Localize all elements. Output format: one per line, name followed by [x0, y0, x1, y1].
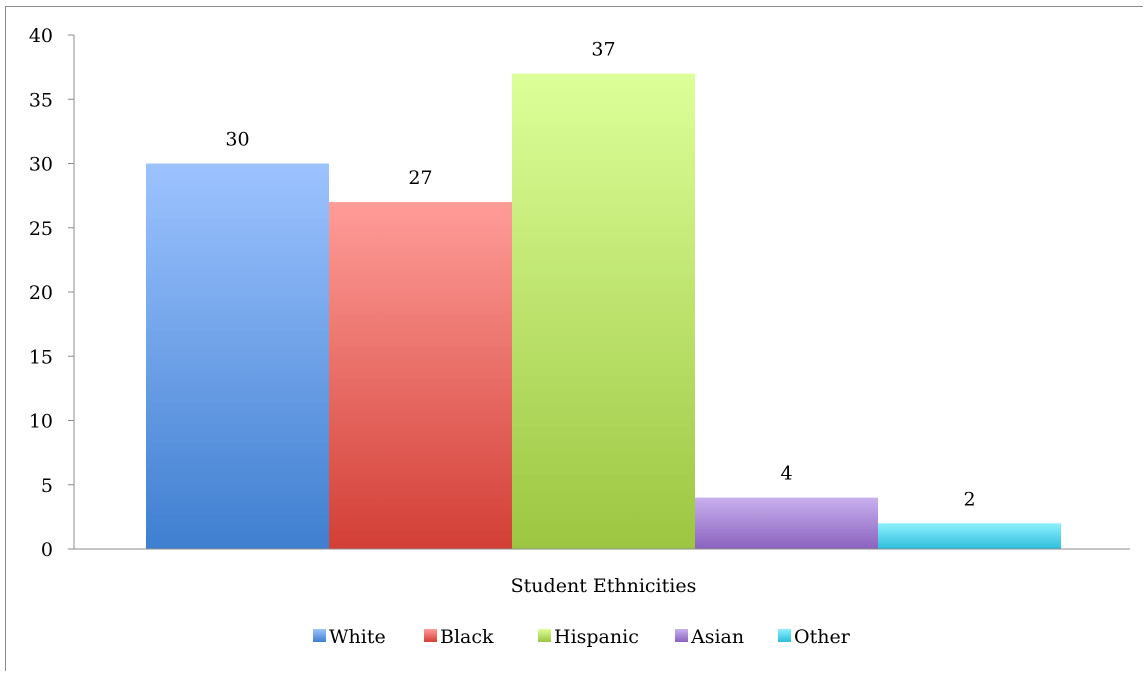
bar-black [329, 202, 512, 550]
legend-label-other: Other [794, 626, 851, 648]
data-label-white: 30 [225, 129, 249, 151]
y-tick-label: 20 [29, 282, 53, 304]
chart-frame [5, 6, 1143, 671]
y-tick-label: 5 [41, 475, 53, 497]
data-labels: 30 27 37 4 2 [225, 39, 975, 511]
legend-label-white: White [329, 626, 386, 648]
data-label-asian: 4 [780, 463, 792, 485]
legend-swatch-black [424, 629, 437, 642]
bar-white [146, 163, 329, 549]
y-tick-label: 15 [29, 346, 53, 368]
legend-label-hispanic: Hispanic [554, 626, 639, 648]
y-tick-label: 10 [29, 411, 53, 433]
y-tick-label: 0 [41, 539, 53, 561]
y-tick-label: 25 [29, 218, 53, 240]
legend-swatch-hispanic [538, 629, 551, 642]
y-tick-label: 35 [29, 89, 53, 111]
legend-label-asian: Asian [690, 626, 744, 648]
bar-other [878, 523, 1061, 549]
legend-label-black: Black [440, 626, 494, 648]
data-label-black: 27 [408, 167, 432, 189]
data-label-other: 2 [963, 488, 975, 510]
legend: White Black Hispanic Asian Other [313, 626, 851, 648]
legend-swatch-white [313, 629, 326, 642]
category-label: Student Ethnicities [511, 575, 697, 597]
bars [146, 73, 1061, 550]
data-label-hispanic: 37 [591, 39, 615, 61]
legend-swatch-asian [675, 629, 688, 642]
y-tick-label: 40 [29, 25, 53, 47]
bar-asian [695, 497, 878, 549]
legend-swatch-other [778, 629, 791, 642]
y-axis: 0 5 10 15 20 25 30 35 40 [29, 25, 74, 561]
bar-hispanic [512, 73, 695, 550]
y-tick-label: 30 [29, 154, 53, 176]
